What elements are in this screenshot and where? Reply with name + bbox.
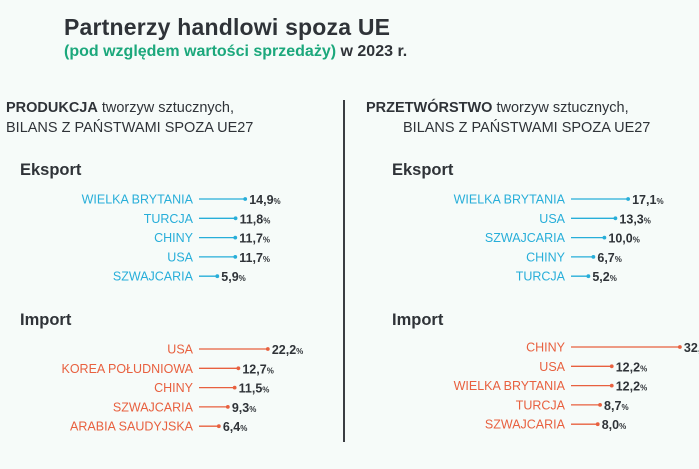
left-heading-bold: PRODUKCJA bbox=[6, 100, 98, 116]
bar-end-dot bbox=[216, 424, 221, 429]
right-heading-rest: tworzyw sztucznych, bbox=[492, 100, 629, 116]
percent-sign: % bbox=[263, 255, 270, 264]
category-label: CHINY bbox=[526, 341, 566, 355]
percent-sign: % bbox=[621, 403, 628, 412]
panel-divider bbox=[343, 100, 345, 442]
right-heading-line2: BILANS Z PAŃSTWAMI SPOZA UE27 bbox=[403, 120, 651, 136]
percent-sign: % bbox=[656, 197, 663, 206]
value-label: 8,0% bbox=[602, 418, 627, 432]
left-heading-line2: BILANS Z PAŃSTWAMI SPOZA UE27 bbox=[6, 120, 254, 136]
bar-end-dot bbox=[586, 274, 591, 279]
bar-end-dot bbox=[609, 383, 614, 388]
bar-end-dot bbox=[215, 274, 220, 279]
bar-end-dot bbox=[233, 216, 238, 221]
value-label: 32,6% bbox=[684, 341, 699, 355]
value-label: 14,9% bbox=[249, 193, 280, 207]
bar-end-dot bbox=[236, 366, 241, 371]
category-label: CHINY bbox=[154, 231, 194, 245]
category-label: SZWAJCARIA bbox=[485, 418, 566, 432]
value-label: 22,2% bbox=[272, 343, 303, 357]
subtitle-green: (pod względem wartości sprzedaży) bbox=[64, 43, 337, 60]
category-label: USA bbox=[167, 250, 193, 264]
category-label: SZWAJCARIA bbox=[113, 270, 194, 284]
category-label: CHINY bbox=[526, 250, 566, 264]
bar-end-dot bbox=[613, 216, 618, 221]
percent-sign: % bbox=[619, 422, 626, 431]
category-label: TURCJA bbox=[516, 398, 566, 412]
percent-sign: % bbox=[610, 274, 617, 283]
bar-end-dot bbox=[626, 197, 631, 201]
category-label: KOREA POŁUDNIOWA bbox=[61, 362, 193, 376]
left-import-label: Import bbox=[20, 311, 72, 329]
value-label: 6,4% bbox=[223, 420, 248, 434]
percent-sign: % bbox=[274, 197, 281, 206]
right-heading-bold: PRZETWÓRSTWO bbox=[366, 100, 493, 116]
bar-end-dot bbox=[225, 405, 230, 409]
value-label: 13,3% bbox=[619, 212, 650, 226]
category-label: USA bbox=[539, 360, 565, 374]
percent-sign: % bbox=[263, 216, 270, 225]
bar-end-dot bbox=[233, 255, 238, 259]
category-label: WIELKA BRYTANIA bbox=[82, 193, 194, 207]
bar-end-dot bbox=[598, 403, 602, 407]
value-label: 12,2% bbox=[616, 380, 647, 394]
value-label: 12,2% bbox=[616, 360, 647, 374]
value-label: 9,3% bbox=[232, 401, 257, 415]
category-label: ARABIA SAUDYJSKA bbox=[70, 420, 194, 434]
value-label: 11,5% bbox=[239, 382, 270, 396]
subtitle-year: w 2023 r. bbox=[336, 43, 408, 60]
percent-sign: % bbox=[644, 216, 651, 225]
value-label: 11,8% bbox=[240, 212, 271, 226]
category-label: SZWAJCARIA bbox=[113, 400, 194, 414]
category-label: USA bbox=[167, 343, 193, 357]
left-export-label: Eksport bbox=[20, 161, 82, 179]
percent-sign: % bbox=[640, 384, 647, 393]
bar-end-dot bbox=[232, 385, 237, 390]
percent-sign: % bbox=[633, 236, 640, 245]
percent-sign: % bbox=[240, 424, 247, 433]
percent-sign: % bbox=[263, 236, 270, 245]
bar-end-dot bbox=[233, 235, 238, 240]
percent-sign: % bbox=[239, 274, 246, 283]
page-title: Partnerzy handlowi spoza UE bbox=[64, 14, 391, 40]
category-label: TURCJA bbox=[144, 212, 194, 226]
category-label: USA bbox=[539, 212, 565, 226]
value-label: 5,2% bbox=[592, 270, 617, 284]
percent-sign: % bbox=[249, 405, 256, 414]
category-label: SZWAJCARIA bbox=[485, 231, 566, 245]
bar-end-dot bbox=[265, 347, 270, 351]
percent-sign: % bbox=[615, 255, 622, 264]
percent-sign: % bbox=[262, 386, 269, 395]
category-label: WIELKA BRYTANIA bbox=[454, 379, 566, 393]
bar-end-dot bbox=[243, 197, 248, 201]
bar-end-dot bbox=[591, 255, 596, 259]
bar-end-dot bbox=[677, 345, 682, 349]
value-label: 8,7% bbox=[604, 399, 629, 413]
left-heading-rest: tworzyw sztucznych, bbox=[97, 100, 235, 116]
right-export-label: Eksport bbox=[392, 161, 454, 179]
category-label: WIELKA BRYTANIA bbox=[454, 193, 566, 207]
bar-end-dot bbox=[609, 364, 614, 369]
value-label: 11,7% bbox=[239, 232, 270, 246]
bar-end-dot bbox=[602, 235, 607, 240]
value-label: 11,7% bbox=[239, 251, 270, 265]
left-panel-heading: PRODUKCJA tworzyw sztucznych, BILANS Z P… bbox=[6, 98, 253, 138]
value-label: 10,0% bbox=[608, 232, 639, 246]
percent-sign: % bbox=[267, 366, 274, 375]
right-import-label: Import bbox=[392, 311, 444, 329]
value-label: 12,7% bbox=[242, 362, 273, 376]
value-label: 6,7% bbox=[597, 251, 622, 265]
right-panel-heading: PRZETWÓRSTWO tworzyw sztucznych, BILANS … bbox=[366, 98, 650, 138]
percent-sign: % bbox=[296, 347, 303, 356]
bar-end-dot bbox=[595, 422, 600, 427]
category-label: CHINY bbox=[154, 381, 194, 395]
percent-sign: % bbox=[640, 364, 647, 373]
value-label: 5,9% bbox=[221, 270, 246, 284]
page-subtitle: (pod względem wartości sprzedaży) w 2023… bbox=[64, 43, 407, 61]
value-label: 17,1% bbox=[632, 193, 663, 207]
category-label: TURCJA bbox=[516, 270, 566, 284]
